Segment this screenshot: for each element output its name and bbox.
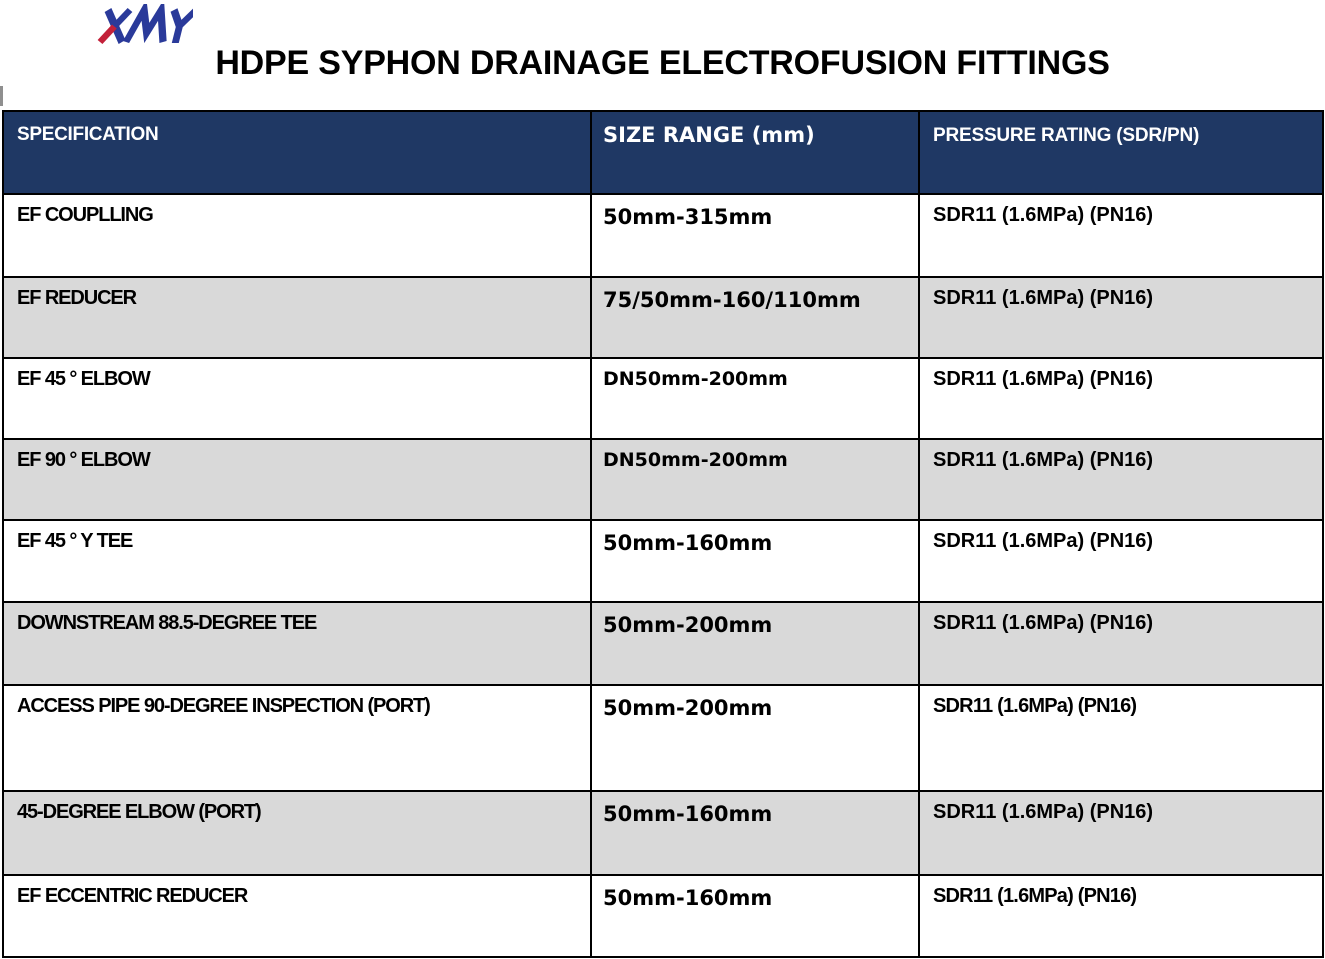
column-header-specification: SPECIFICATION (2, 110, 592, 195)
table-row: EF 45 ° Y TEE 50mm-160mm SDR11 (1.6MPa) … (2, 519, 1324, 603)
table-row: EF ECCENTRIC REDUCER 50mm-160mm SDR11 (1… (2, 874, 1324, 958)
pressure-rating-cell: SDR11 (1.6MPa) (PN16) (918, 519, 1324, 603)
size-range-cell: 50mm-160mm (590, 874, 920, 958)
column-header-pressure-rating: PRESSURE RATING (SDR/PN) (918, 110, 1324, 195)
page-title: HDPE SYPHON DRAINAGE ELECTROFUSION FITTI… (215, 44, 1110, 82)
specification-cell: ACCESS PIPE 90-DEGREE INSPECTION (PORT) (2, 684, 592, 792)
pressure-rating-cell: SDR11 (1.6MPa) (PN16) (918, 790, 1324, 876)
specification-cell: DOWNSTREAM 88.5-DEGREE TEE (2, 601, 592, 686)
company-logo (93, 0, 199, 48)
specification-cell: EF COUPLLING (2, 193, 592, 278)
column-header-size-range: SIZE RANGE (mm) (590, 110, 920, 195)
specification-cell: EF 45 ° ELBOW (2, 357, 592, 440)
pressure-rating-cell: SDR11 (1.6MPa) (PN16) (918, 438, 1324, 521)
specification-cell: EF ECCENTRIC REDUCER (2, 874, 592, 958)
specification-cell: EF 90 ° ELBOW (2, 438, 592, 521)
specification-cell: 45-DEGREE ELBOW (PORT) (2, 790, 592, 876)
table-row: EF 45 ° ELBOW DN50mm-200mm SDR11 (1.6MPa… (2, 357, 1324, 440)
page-edge-artifact (0, 86, 3, 106)
pressure-rating-cell: SDR11 (1.6MPa) (PN16) (918, 601, 1324, 686)
size-range-cell: 50mm-160mm (590, 519, 920, 603)
size-range-cell: 50mm-160mm (590, 790, 920, 876)
pressure-rating-cell: SDR11 (1.6MPa) (PN16) (918, 276, 1324, 359)
size-range-cell: DN50mm-200mm (590, 357, 920, 440)
fittings-table: SPECIFICATION SIZE RANGE (mm) PRESSURE R… (2, 110, 1324, 958)
table-row: EF 90 ° ELBOW DN50mm-200mm SDR11 (1.6MPa… (2, 438, 1324, 521)
table-row: EF REDUCER 75/50mm-160/110mm SDR11 (1.6M… (2, 276, 1324, 359)
pressure-rating-cell: SDR11 (1.6MPa) (PN16) (918, 874, 1324, 958)
pressure-rating-cell: SDR11 (1.6MPa) (PN16) (918, 357, 1324, 440)
table-row: 45-DEGREE ELBOW (PORT) 50mm-160mm SDR11 … (2, 790, 1324, 876)
specification-cell: EF REDUCER (2, 276, 592, 359)
pressure-rating-cell: SDR11 (1.6MPa) (PN16) (918, 684, 1324, 792)
specification-cell: EF 45 ° Y TEE (2, 519, 592, 603)
table-row: DOWNSTREAM 88.5-DEGREE TEE 50mm-200mm SD… (2, 601, 1324, 686)
logo-xmy-icon (97, 0, 199, 44)
size-range-cell: 75/50mm-160/110mm (590, 276, 920, 359)
table-header-row: SPECIFICATION SIZE RANGE (mm) PRESSURE R… (2, 110, 1324, 195)
table-row: EF COUPLLING 50mm-315mm SDR11 (1.6MPa) (… (2, 193, 1324, 278)
size-range-cell: 50mm-315mm (590, 193, 920, 278)
size-range-cell: DN50mm-200mm (590, 438, 920, 521)
size-range-cell: 50mm-200mm (590, 684, 920, 792)
size-range-cell: 50mm-200mm (590, 601, 920, 686)
pressure-rating-cell: SDR11 (1.6MPa) (PN16) (918, 193, 1324, 278)
table-row: ACCESS PIPE 90-DEGREE INSPECTION (PORT) … (2, 684, 1324, 792)
